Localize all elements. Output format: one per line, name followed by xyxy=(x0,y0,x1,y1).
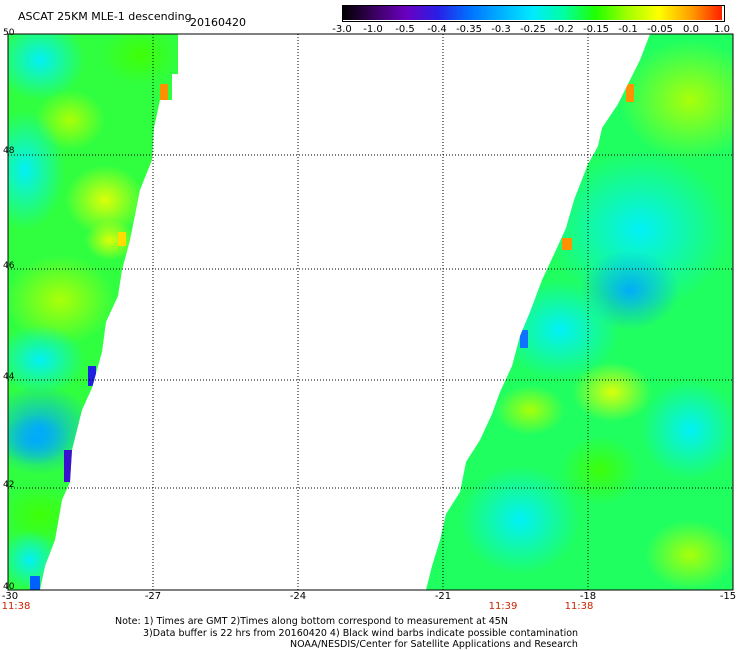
colorbar xyxy=(342,5,725,22)
left-data-swath xyxy=(8,34,178,590)
colorbar-tick-label: -0.5 xyxy=(395,24,415,35)
colorbar-tick-label: -0.15 xyxy=(583,24,609,35)
graticule xyxy=(8,34,733,590)
time-label: 11:38 xyxy=(1,601,31,612)
colorbar-tick-label: -0.35 xyxy=(456,24,482,35)
colorbar-tick-label: -3.0 xyxy=(332,24,352,35)
lon-label: -21 xyxy=(434,591,452,602)
colorbar-tick-label: -1.0 xyxy=(363,24,383,35)
footer-credit: NOAA/NESDIS/Center for Satellite Applica… xyxy=(290,639,578,650)
time-label: 11:38 xyxy=(564,601,594,612)
right-data-swath xyxy=(426,34,733,590)
map-date: 20160420 xyxy=(190,16,246,29)
colorbar-tick-label: -0.05 xyxy=(647,24,673,35)
lon-label: -18 xyxy=(579,591,597,602)
lon-label: -30 xyxy=(1,591,19,602)
lat-label: 40 xyxy=(3,582,15,592)
footer-note-2: 3)Data buffer is 22 hrs from 20160420 4)… xyxy=(143,628,579,639)
lon-label: -27 xyxy=(144,591,162,602)
time-label: 11:39 xyxy=(488,601,518,612)
colorbar-tick-label: 1.0 xyxy=(714,24,730,35)
lat-label: 50 xyxy=(3,28,15,38)
map-title: ASCAT 25KM MLE-1 descending xyxy=(18,10,192,23)
colorbar-tick-label: -0.3 xyxy=(491,24,511,35)
map-frame xyxy=(7,33,734,591)
colorbar-tick-label: -0.4 xyxy=(427,24,447,35)
colorbar-tick-label: -0.1 xyxy=(618,24,638,35)
colorbar-tick-label: -0.2 xyxy=(554,24,574,35)
lon-label: -24 xyxy=(289,591,307,602)
lon-label: -15 xyxy=(719,591,737,602)
colorbar-tick-label: -0.25 xyxy=(520,24,546,35)
lat-label: 48 xyxy=(3,146,15,156)
footer-note-1: Note: 1) Times are GMT 2)Times along bot… xyxy=(115,616,508,627)
lat-label: 42 xyxy=(3,480,15,490)
lat-label: 44 xyxy=(3,372,15,382)
lat-label: 46 xyxy=(3,261,15,271)
colorbar-tick-label: 0.0 xyxy=(683,24,699,35)
